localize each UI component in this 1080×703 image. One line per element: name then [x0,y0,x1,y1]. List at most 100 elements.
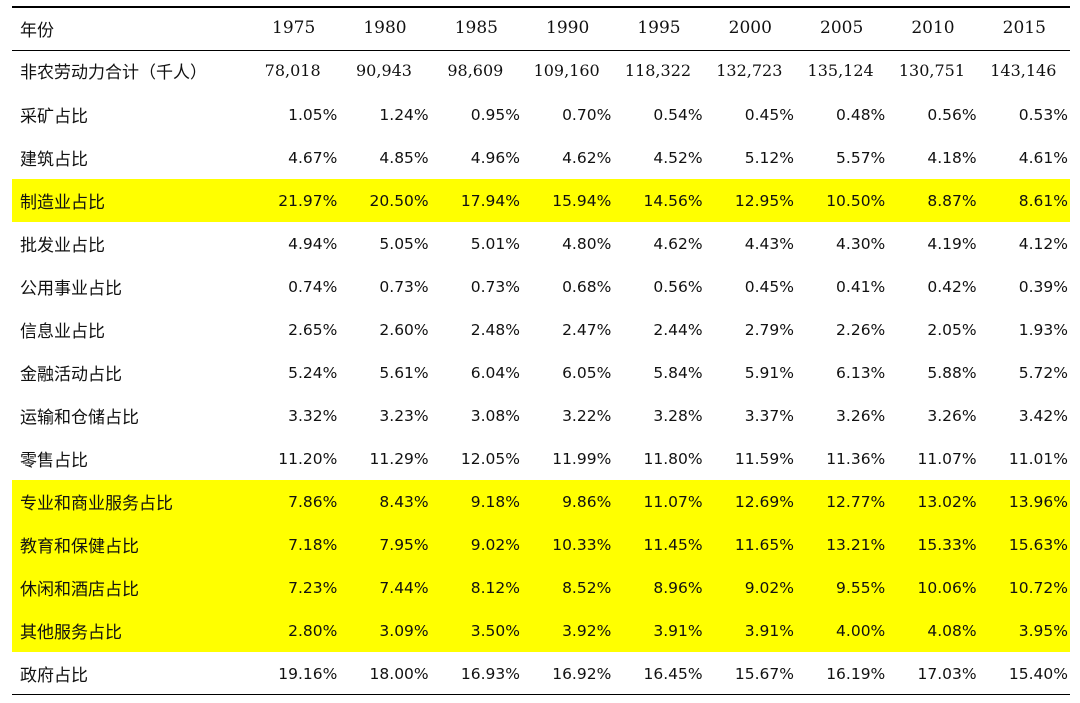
value-cell: 9.86% [521,480,614,523]
value-cell: 118,322 [624,61,692,80]
value-cell: 9.18% [430,480,522,523]
value-cell: 4.18% [927,148,977,167]
value-cell: 2.47% [562,320,612,339]
value-cell: 8.43% [339,480,431,523]
value-cell: 78,018 [264,61,321,80]
value-cell: 3.22% [562,406,612,425]
table-row: 非农劳动力合计（千人） 78,018 90,943 98,609 109,160… [12,48,1070,93]
value-cell: 0.56% [927,105,977,124]
value-cell: 5.05% [379,234,429,253]
year-header-cell: 2000 [728,18,772,38]
value-cell: 7.44% [339,566,431,609]
value-cell: 9.02% [704,566,796,609]
value-cell: 4.19% [927,234,977,253]
value-cell: 109,160 [533,61,600,80]
row-label: 采矿占比 [20,107,88,127]
value-cell: 9.55% [795,566,888,609]
highlighted-table-row: 其他服务占比 2.80% 3.09% 3.50% 3.92% 3.91% 3.9… [12,609,1070,652]
value-cell: 1.93% [1018,320,1068,339]
value-cell: 17.94% [430,179,522,222]
value-cell: 11.80% [643,449,703,468]
highlighted-table-row: 制造业占比 21.97% 20.50% 17.94% 15.94% 14.56%… [12,179,1070,222]
value-cell: 2.65% [288,320,338,339]
highlighted-table-row: 教育和保健占比 7.18% 7.95% 9.02% 10.33% 11.45% … [12,523,1070,566]
value-cell: 4.94% [288,234,338,253]
value-cell: 132,723 [716,61,783,80]
value-cell: 3.26% [927,406,977,425]
value-cell: 18.00% [369,664,429,683]
year-header-cell: 1995 [637,18,681,38]
value-cell: 12.77% [795,480,888,523]
row-label: 零售占比 [20,451,88,471]
table-row: 零售占比 11.20% 11.29% 12.05% 11.99% 11.80% … [12,437,1070,480]
header-row: 年份 1975 1980 1985 1990 1995 2000 2005 20… [12,8,1070,48]
value-cell: 4.96% [470,148,520,167]
value-cell: 11.01% [1008,449,1068,468]
header-rule [12,50,1070,51]
value-cell: 10.06% [887,566,979,609]
bottom-rule [12,694,1070,695]
value-cell: 4.30% [836,234,886,253]
value-cell: 0.48% [836,105,886,124]
value-cell: 14.56% [613,179,705,222]
value-cell: 8.52% [521,566,614,609]
year-header-cell: 2010 [911,18,955,38]
table-row: 政府占比 19.16% 18.00% 16.93% 16.92% 16.45% … [12,652,1070,695]
value-cell: 0.74% [288,277,338,296]
value-cell: 0.73% [379,277,429,296]
value-cell: 3.37% [744,406,794,425]
value-cell: 0.95% [470,105,520,124]
table-row: 公用事业占比 0.74% 0.73% 0.73% 0.68% 0.56% 0.4… [12,265,1070,308]
year-header-cell: 1990 [546,18,590,38]
value-cell: 12.95% [704,179,796,222]
value-cell: 16.19% [826,664,886,683]
row-label: 休闲和酒店占比 [12,566,248,609]
row-label: 建筑占比 [20,150,88,170]
row-label: 信息业占比 [20,322,105,342]
row-label: 制造业占比 [12,179,248,222]
value-cell: 4.08% [887,609,979,652]
value-cell: 11.59% [734,449,794,468]
value-cell: 20.50% [339,179,431,222]
value-cell: 5.72% [1018,363,1068,382]
value-cell: 2.60% [379,320,429,339]
value-cell: 7.18% [248,523,340,566]
value-cell: 15.33% [887,523,979,566]
value-cell: 0.53% [1018,105,1068,124]
value-cell: 4.00% [795,609,888,652]
value-cell: 0.56% [653,277,703,296]
table-row: 运输和仓储占比 3.32% 3.23% 3.08% 3.22% 3.28% 3.… [12,394,1070,437]
value-cell: 5.61% [379,363,429,382]
table-body: 非农劳动力合计（千人） 78,018 90,943 98,609 109,160… [12,48,1070,695]
value-cell: 5.24% [288,363,338,382]
value-cell: 1.05% [288,105,338,124]
table-row: 建筑占比 4.67% 4.85% 4.96% 4.62% 4.52% 5.12%… [12,136,1070,179]
value-cell: 11.99% [552,449,612,468]
header-label-cell: 年份 [20,20,54,41]
value-cell: 2.05% [927,320,977,339]
value-cell: 7.95% [339,523,431,566]
row-label: 金融活动占比 [20,365,122,385]
value-cell: 2.48% [470,320,520,339]
row-label: 非农劳动力合计（千人） [20,63,207,83]
year-header-cell: 1975 [272,18,316,38]
value-cell: 11.65% [704,523,796,566]
row-label: 批发业占比 [20,236,105,256]
value-cell: 130,751 [898,61,966,80]
value-cell: 0.73% [470,277,520,296]
value-cell: 0.45% [744,277,794,296]
value-cell: 6.05% [562,363,612,382]
value-cell: 5.57% [836,148,886,167]
value-cell: 4.85% [379,148,429,167]
table-row: 批发业占比 4.94% 5.05% 5.01% 4.80% 4.62% 4.43… [12,222,1070,265]
table-row: 信息业占比 2.65% 2.60% 2.48% 2.47% 2.44% 2.79… [12,308,1070,351]
value-cell: 13.96% [978,480,1070,523]
value-cell: 2.44% [653,320,703,339]
year-header-cell: 2015 [1002,18,1046,38]
row-label: 运输和仓储占比 [20,408,139,428]
value-cell: 4.52% [653,148,703,167]
year-header-cell: 2005 [820,18,864,38]
value-cell: 16.92% [552,664,612,683]
value-cell: 2.26% [836,320,886,339]
value-cell: 0.45% [744,105,794,124]
